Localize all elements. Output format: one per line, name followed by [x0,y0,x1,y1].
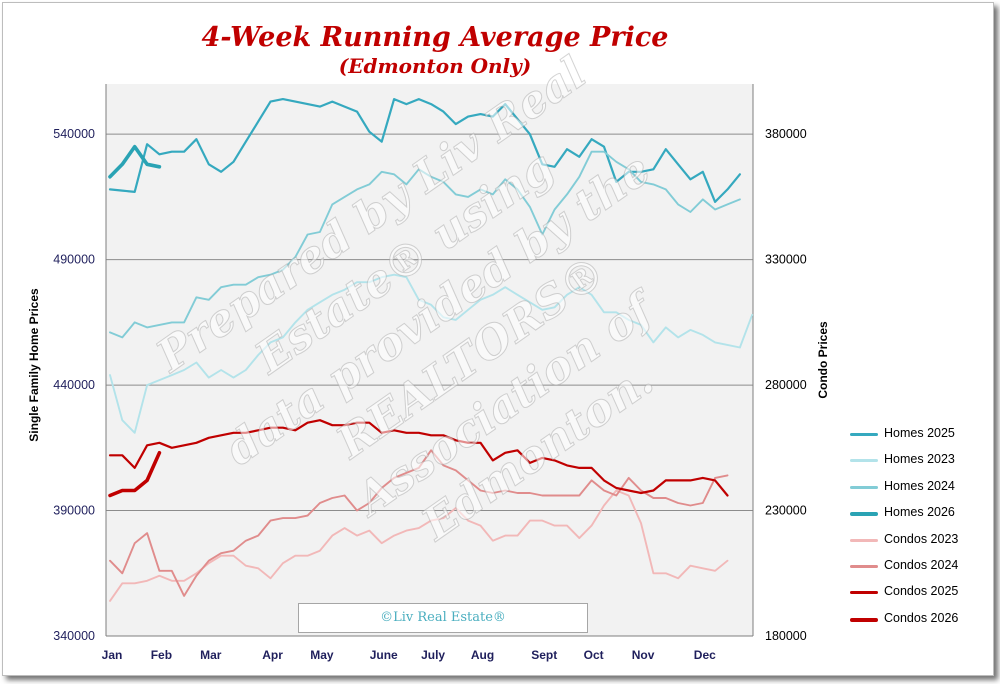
chart-title: 4-Week Running Average Price [201,22,669,53]
y-tick-label-right: 230000 [765,504,807,518]
x-tick-label: Aug [471,648,494,662]
x-tick-label: Apr [262,648,283,662]
y-tick-label-left: 440000 [53,378,95,392]
y-tick-label-left: 340000 [53,629,95,643]
legend-label: Homes 2026 [884,505,955,520]
legend-swatch [850,617,878,622]
x-tick-label: Feb [151,648,172,662]
y-tick-label-left: 540000 [53,127,95,141]
x-tick-label: Sept [531,648,557,662]
legend-label: Condos 2026 [884,610,959,625]
x-tick-label: June [370,648,398,662]
y-axis-title-left: Single Family Home Prices [27,288,41,442]
y-tick-label-right: 330000 [765,253,807,267]
legend-label: Condos 2024 [884,558,959,572]
chart-subtitle: (Edmonton Only) [338,54,532,78]
x-tick-label: Dec [694,648,716,662]
legend-label: Homes 2024 [884,478,955,493]
series-line-condos-2026 [108,450,162,498]
x-tick-label: Jan [102,648,123,662]
legend-label: Condos 2025 [884,584,959,599]
series-line-condos-2023 [109,489,729,602]
y-tick-label-right: 280000 [765,378,807,392]
y-tick-label-left: 490000 [53,253,95,267]
x-tick-label: Mar [200,648,222,662]
copyright-box: ©Liv Real Estate® [298,603,588,633]
legend-label: Homes 2023 [884,452,955,467]
series-line-condos-2025 [108,419,729,497]
x-tick-label: Nov [632,648,655,662]
y-tick-label-right: 180000 [765,629,807,643]
tick-labels: 340000 390000 440000 490000 540000 180000 2300… [53,127,806,662]
series-line-homes-2023 [109,273,754,434]
legend-swatch [850,591,878,595]
legend-swatch [850,485,878,489]
legend-label: Homes 2025 [884,426,955,440]
y-tick-label-right: 380000 [765,127,807,141]
legend-swatch [850,459,878,463]
legend-swatch [850,565,878,568]
series-line-homes-2026 [108,144,162,179]
y-tick-label-left: 390000 [53,504,95,518]
axes [105,84,754,637]
y-axis-title-right: Condo Prices [816,321,830,399]
series-line-homes-2024 [109,150,741,339]
x-tick-label: Oct [584,648,604,662]
x-tick-label: July [421,648,445,662]
legend-swatch [850,433,878,436]
legend-swatch [850,538,878,542]
series-line-condos-2024 [109,449,729,597]
x-tick-label: May [310,648,334,662]
series-lines [108,97,754,602]
legend-swatch [850,512,878,517]
legend-label: Condos 2023 [884,531,959,546]
series-line-homes-2025 [108,97,742,203]
